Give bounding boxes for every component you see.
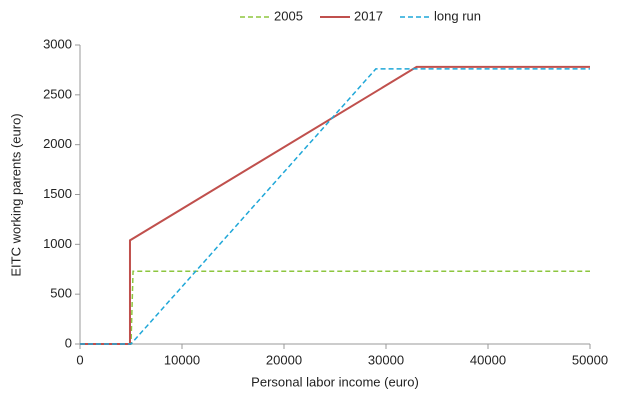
x-tick-label: 50000 [572, 352, 608, 367]
x-tick-label: 10000 [164, 352, 200, 367]
x-tick-label: 0 [76, 352, 83, 367]
series-line [80, 270, 590, 345]
y-tick-label: 0 [65, 335, 72, 350]
series-line [80, 68, 590, 345]
y-tick-label: 500 [50, 286, 72, 301]
legend-label: 2005 [274, 8, 303, 23]
series-line [80, 65, 590, 345]
y-tick-label: 1500 [43, 186, 72, 201]
y-tick-label: 2500 [43, 86, 72, 101]
x-tick-label: 30000 [368, 352, 404, 367]
y-axis-title: EITC working parents (euro) [8, 113, 23, 276]
legend-label: long run [434, 8, 481, 23]
y-tick-label: 2000 [43, 136, 72, 151]
y-tick-label: 3000 [43, 36, 72, 51]
x-tick-label: 20000 [266, 352, 302, 367]
legend-label: 2017 [354, 8, 383, 23]
y-tick-label: 1000 [43, 236, 72, 251]
x-tick-label: 40000 [470, 352, 506, 367]
x-axis-title: Personal labor income (euro) [251, 374, 419, 389]
